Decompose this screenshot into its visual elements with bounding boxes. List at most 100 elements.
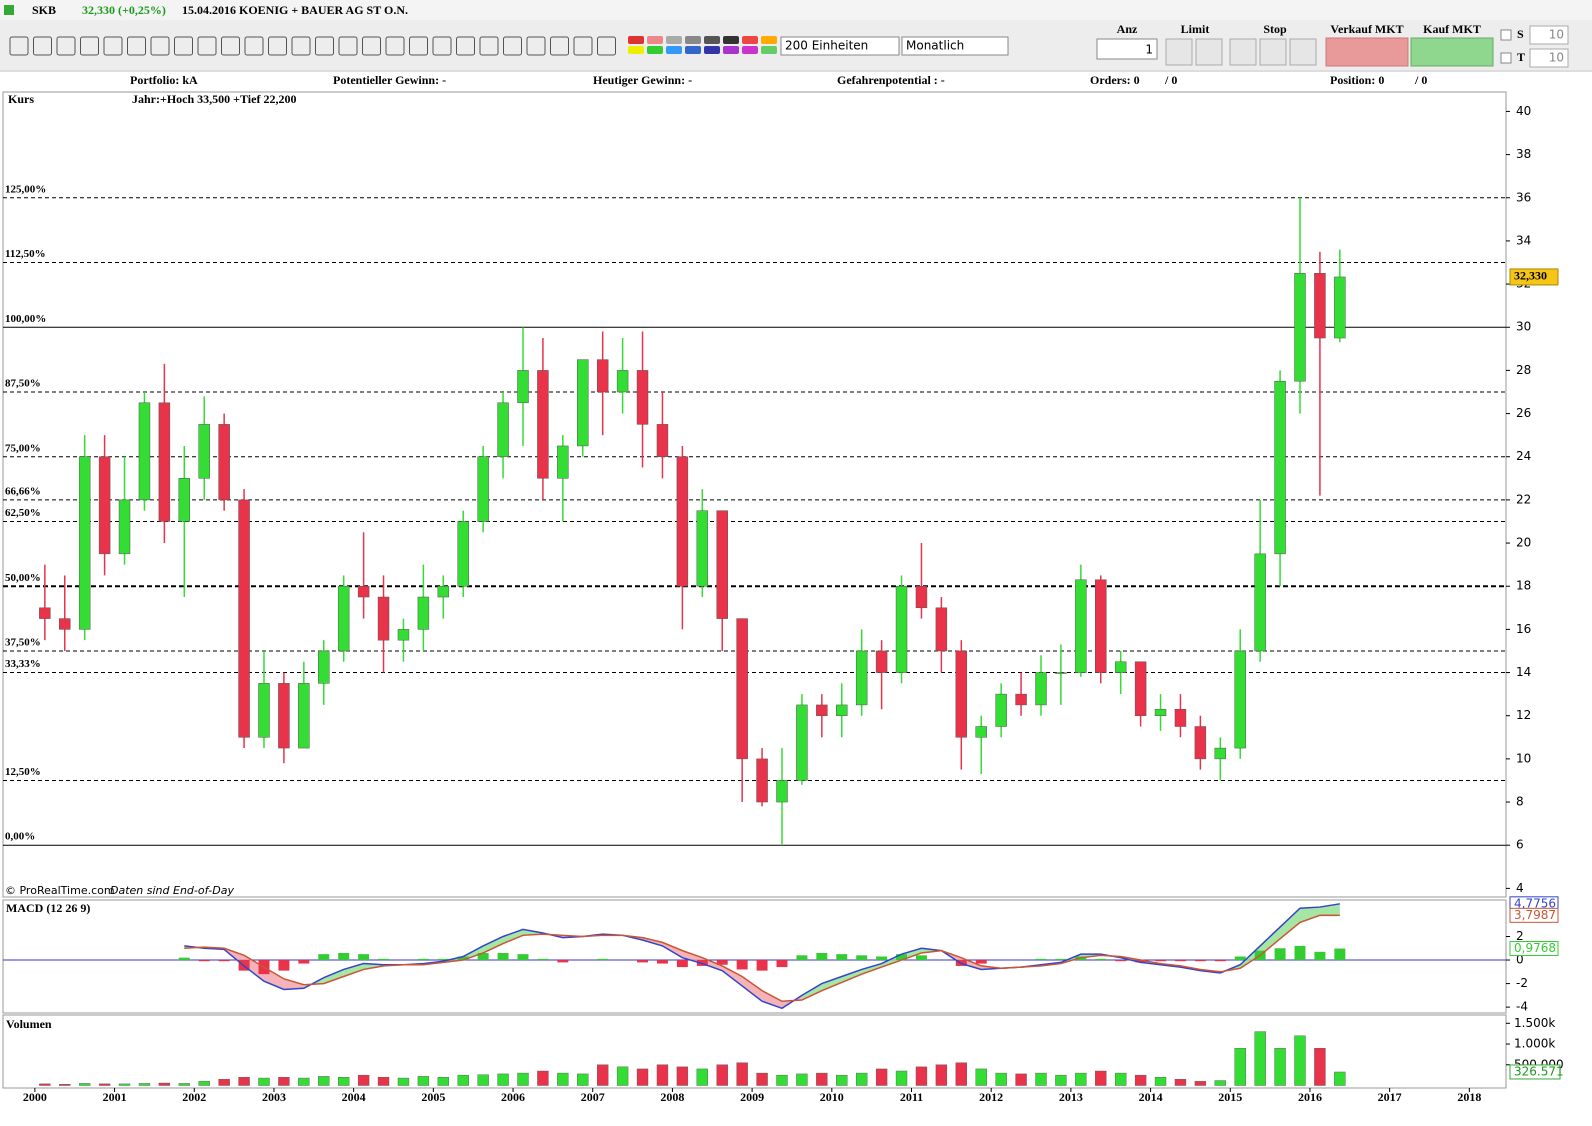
stop-2[interactable]: [1259, 38, 1287, 66]
macd-band: [283, 978, 304, 990]
histogram-bar: [1214, 960, 1226, 962]
color-swatch[interactable]: [723, 46, 739, 54]
color-swatch[interactable]: [666, 46, 682, 54]
histogram-bar: [517, 954, 529, 961]
tool-button[interactable]: [432, 36, 452, 56]
stop-3[interactable]: [1289, 38, 1317, 66]
tool-button[interactable]: [221, 36, 240, 56]
x-tick-label: 2011: [900, 1090, 923, 1104]
macd-band: [801, 983, 822, 1001]
candle-body: [1214, 747, 1227, 760]
color-swatch[interactable]: [647, 46, 663, 54]
volume-bar: [397, 1077, 410, 1086]
tool-button[interactable]: [573, 36, 593, 56]
tool-button[interactable]: [503, 36, 522, 56]
color-swatch[interactable]: [742, 46, 758, 54]
stop-1[interactable]: [1229, 38, 1257, 66]
candle-body: [855, 650, 868, 706]
tool-button[interactable]: [127, 36, 146, 56]
sell-button[interactable]: [1325, 37, 1409, 67]
volume-bar: [138, 1083, 151, 1086]
tool-button[interactable]: [103, 36, 123, 56]
color-swatch[interactable]: [685, 46, 701, 54]
macd-band: [343, 963, 364, 977]
volume-bar: [1174, 1079, 1187, 1086]
color-swatch[interactable]: [723, 36, 739, 44]
x-tick-label: 2002: [182, 1090, 206, 1104]
chart-icon[interactable]: [4, 5, 14, 15]
tool-button[interactable]: [456, 36, 475, 56]
histogram-bar: [1174, 960, 1186, 962]
tool-button[interactable]: [291, 36, 311, 56]
y-tick-label: 1.000k: [1514, 1037, 1555, 1051]
y-tick-label: 14: [1516, 665, 1531, 679]
volume-bar: [238, 1077, 250, 1086]
color-swatch[interactable]: [761, 46, 777, 54]
color-swatch[interactable]: [761, 36, 777, 44]
candle-body: [138, 402, 151, 501]
histogram-bar: [896, 954, 908, 961]
color-swatch[interactable]: [666, 36, 682, 44]
tool-button[interactable]: [550, 36, 569, 56]
tool-button[interactable]: [338, 36, 358, 56]
candle-body: [278, 683, 290, 749]
color-swatch[interactable]: [704, 36, 720, 44]
volume-bar: [796, 1073, 808, 1086]
volume-bar: [218, 1079, 230, 1086]
tool-button[interactable]: [315, 36, 334, 56]
tool-button[interactable]: [150, 36, 170, 56]
volume-bar: [895, 1070, 908, 1086]
color-swatch[interactable]: [628, 36, 644, 44]
x-tick-label: 2010: [820, 1090, 844, 1104]
color-swatch[interactable]: [742, 36, 758, 44]
volume-bar: [1214, 1080, 1226, 1086]
qty-input[interactable]: [1096, 38, 1158, 60]
period-select[interactable]: [901, 36, 1009, 56]
volume-bar: [477, 1074, 489, 1086]
tool-button[interactable]: [268, 36, 287, 56]
tool-button[interactable]: [197, 36, 217, 56]
tool-button[interactable]: [33, 36, 52, 56]
candle-body: [517, 370, 529, 404]
color-swatch[interactable]: [647, 36, 663, 44]
tool-button[interactable]: [362, 36, 381, 56]
histogram-bar: [736, 960, 748, 970]
t-checkbox[interactable]: [1500, 52, 1512, 64]
panel-title: Kurs: [8, 92, 34, 106]
tool-button[interactable]: [526, 36, 546, 56]
buy-button[interactable]: [1410, 37, 1494, 67]
volume-bar: [437, 1077, 449, 1086]
candle-body: [1095, 579, 1107, 673]
macd-band: [323, 969, 344, 984]
volume-bar: [776, 1074, 788, 1086]
candle-body: [98, 456, 111, 555]
volume-bar: [716, 1064, 728, 1086]
histogram-bar: [1035, 958, 1047, 961]
color-swatch[interactable]: [704, 46, 720, 54]
tool-button[interactable]: [9, 36, 29, 56]
histogram-bar: [557, 960, 569, 963]
y-tick-label: 1.500k: [1514, 1016, 1555, 1030]
tool-button[interactable]: [174, 36, 193, 56]
limit-buy[interactable]: [1165, 38, 1193, 66]
s-input[interactable]: [1529, 25, 1569, 45]
t-input[interactable]: [1529, 48, 1569, 68]
symbol: SKB: [32, 3, 56, 17]
y-tick-label: 22: [1516, 492, 1531, 506]
info-item: / 0: [1164, 73, 1177, 87]
color-swatch[interactable]: [685, 36, 701, 44]
tool-button[interactable]: [80, 36, 99, 56]
tool-button[interactable]: [597, 36, 616, 56]
color-swatch[interactable]: [628, 46, 644, 54]
tool-button[interactable]: [244, 36, 264, 56]
limit-sell[interactable]: [1195, 38, 1223, 66]
tool-button[interactable]: [409, 36, 428, 56]
level-label: 112,50%: [5, 248, 46, 260]
tool-button[interactable]: [385, 36, 405, 56]
histogram-bar: [796, 955, 808, 961]
s-checkbox[interactable]: [1500, 29, 1512, 41]
tool-button[interactable]: [479, 36, 499, 56]
tool-button[interactable]: [56, 36, 76, 56]
units-select[interactable]: [780, 36, 900, 56]
volume-bar: [497, 1073, 509, 1086]
